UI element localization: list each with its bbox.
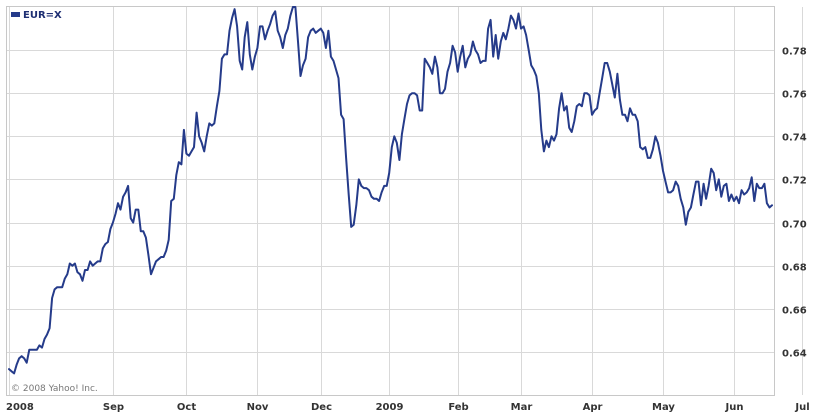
y-tick-label: 0.74 [782,133,807,144]
x-tick-label: 2009 [376,402,404,413]
series-line-eur-x [8,6,773,375]
y-tick-label: 0.72 [782,176,807,187]
x-tick-label: Sep [103,402,124,413]
x-tick-label: Dec [311,402,332,413]
grid [7,7,803,395]
y-tick-label: 0.66 [782,306,807,317]
plot-frame [6,6,775,396]
y-tick-label: 0.68 [782,263,807,274]
y-axis: 0.64 0.66 0.68 0.70 0.72 0.74 0.76 0.78 [782,47,807,360]
legend-swatch-icon [11,12,20,17]
copyright-text: © 2008 Yahoo! Inc. [11,384,98,394]
x-tick-label: Nov [247,402,269,413]
x-axis: 2008 Sep Oct Nov Dec 2009 Feb Mar Apr May Jun Jul [6,402,810,413]
x-tick-label: Jun [725,402,744,413]
y-tick-label: 0.64 [782,349,807,360]
y-tick-label: 0.76 [782,90,807,101]
x-tick-label: May [652,402,675,413]
legend-label: EUR=X [23,10,62,21]
y-tick-label: 0.78 [782,47,807,58]
x-tick-label: Apr [583,402,603,413]
x-tick-label: Feb [448,402,468,413]
x-tick-label: Jul [794,402,809,413]
x-tick-label: 2008 [6,402,34,413]
y-tick-label: 0.70 [782,220,807,231]
x-tick-label: Mar [511,402,533,413]
x-tick-label: Oct [177,402,196,413]
legend: EUR=X [11,10,62,21]
series-layer [8,6,773,375]
